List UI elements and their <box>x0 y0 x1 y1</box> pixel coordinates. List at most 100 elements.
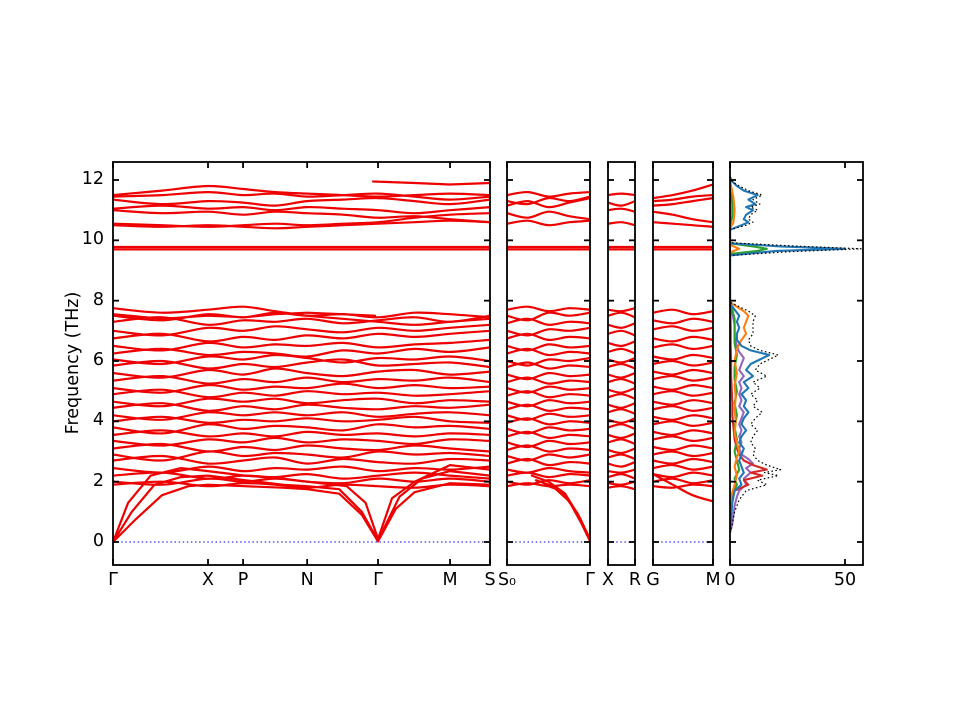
phonon-band <box>113 184 490 198</box>
phonon-band <box>608 402 635 409</box>
phonon-band <box>507 305 590 313</box>
phonon-band <box>372 180 490 186</box>
phonon-band <box>507 343 590 352</box>
phonon-band <box>113 415 490 424</box>
phonon-band <box>608 192 635 197</box>
phonon-band <box>653 435 713 443</box>
phonon-band <box>608 322 635 329</box>
phonon-band <box>113 382 490 394</box>
phonon-band <box>653 405 713 412</box>
phonon-band <box>113 402 490 412</box>
panel-border <box>652 161 714 566</box>
x-tick-label: P <box>237 570 249 590</box>
phonon-band <box>113 464 490 544</box>
phonon-band <box>113 436 490 447</box>
phonon-band <box>113 450 490 462</box>
phonon-band <box>653 325 713 332</box>
phonon-band <box>653 308 713 316</box>
x-tick-label: X <box>202 570 214 590</box>
phonon-band <box>653 414 713 421</box>
x-tick-label: Γ <box>108 570 118 590</box>
panel-border <box>112 161 491 566</box>
panel-dos-curves <box>730 176 862 534</box>
phonon-band <box>653 194 713 203</box>
phonon-band <box>653 390 713 397</box>
phonon-band <box>653 383 713 391</box>
phonon-band <box>543 483 590 541</box>
phonon-band <box>507 190 590 198</box>
phonon-band <box>113 442 490 453</box>
phonon-band <box>608 468 635 474</box>
phonon-band <box>113 411 490 421</box>
phonon-band <box>608 438 635 446</box>
y-axis-label: Frequency (THz) <box>63 291 83 435</box>
panel-seg2-bands <box>507 190 590 543</box>
panel-border <box>506 161 591 566</box>
phonon-band <box>653 463 713 471</box>
phonon-band <box>507 479 590 486</box>
panel-border <box>607 161 636 566</box>
x-tick-label: S <box>484 570 496 590</box>
phonon-band <box>608 387 635 394</box>
x-tick-label: M <box>442 570 458 590</box>
y-tick-label: 0 <box>92 531 104 551</box>
phonon-band <box>608 461 635 468</box>
phonon-band <box>653 420 713 428</box>
x-tick-label: M <box>705 570 721 590</box>
pdos-orange-curve <box>730 179 750 527</box>
phonon-band <box>113 305 490 326</box>
phonon-band <box>653 473 713 503</box>
phonon-band <box>608 221 635 227</box>
phonon-band <box>653 210 713 224</box>
phonon-band <box>113 338 490 352</box>
phonon-band <box>608 207 635 213</box>
phonon-band <box>608 408 635 415</box>
phonon-band <box>113 397 490 408</box>
x-tick-label: X <box>602 570 614 590</box>
phonon-band <box>507 412 590 421</box>
phonon-band <box>608 485 635 491</box>
phonon-band <box>608 372 635 379</box>
phonon-band <box>608 447 635 455</box>
phonon-band <box>113 212 490 228</box>
phonon-band <box>608 472 635 480</box>
x-tick-label: G <box>646 570 660 590</box>
phonon-band <box>507 219 590 227</box>
phonon-band <box>653 317 713 325</box>
phonon-band <box>507 210 590 221</box>
phonon-band <box>608 311 635 319</box>
phonon-band <box>507 311 590 322</box>
phonon-band <box>653 483 713 489</box>
phonon-band <box>653 477 713 485</box>
phonon-band <box>113 465 490 474</box>
y-tick-label: 2 <box>92 470 104 491</box>
phonon-band <box>507 471 590 479</box>
phonon-band <box>113 388 490 399</box>
phonon-band <box>113 482 490 544</box>
phonon-band <box>507 356 590 367</box>
phonon-band <box>113 346 490 358</box>
panel-main-bands <box>113 180 490 544</box>
phonon-band <box>653 374 713 382</box>
phonon-band <box>113 367 490 379</box>
phonon-band <box>653 183 713 200</box>
y-tick-label: 10 <box>81 229 104 250</box>
x-tick-label: N <box>300 570 314 590</box>
x-tick-label: Γ <box>585 570 595 590</box>
axes-frame <box>112 161 864 566</box>
phonon-band <box>507 466 590 474</box>
phonon-band <box>653 429 713 437</box>
phonon-band <box>608 377 635 385</box>
phonon-band <box>608 307 635 313</box>
phonon-band <box>507 371 590 381</box>
phonon-band <box>113 323 490 337</box>
phonon-band <box>653 335 713 343</box>
phonon-band <box>608 453 635 461</box>
phonon-band <box>507 385 590 394</box>
panel-border <box>729 161 864 566</box>
phonon-band <box>113 454 490 465</box>
pdos-blue-curve <box>730 176 847 533</box>
phonon-band <box>507 326 590 337</box>
phonon-band <box>113 423 490 435</box>
